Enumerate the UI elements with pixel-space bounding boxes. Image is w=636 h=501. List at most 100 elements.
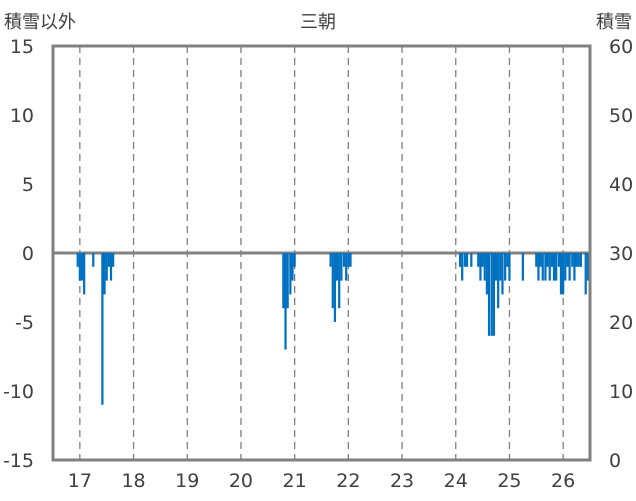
bar [492, 253, 495, 336]
bar [571, 253, 574, 267]
bar [284, 253, 287, 350]
bar [544, 253, 547, 281]
bar [293, 253, 296, 267]
bar [463, 253, 466, 267]
bars [76, 253, 589, 405]
bar [559, 253, 563, 295]
y-tick-label-right: 60 [609, 36, 633, 58]
x-tick-label: 18 [121, 470, 145, 492]
bar [504, 253, 507, 281]
x-tick-label: 24 [444, 470, 468, 492]
bar [76, 253, 79, 267]
bar [289, 253, 292, 295]
bar [470, 253, 473, 267]
bar [548, 253, 551, 281]
y-tick-label-left: -15 [3, 450, 34, 472]
bar [497, 253, 500, 309]
y-tick-label-left: -5 [15, 312, 34, 334]
y-axis-label-right: 積雪 [596, 12, 632, 33]
x-tick-label: 17 [68, 470, 92, 492]
bar [333, 253, 337, 322]
bar [338, 253, 341, 309]
bar [577, 253, 580, 267]
bar [291, 253, 294, 281]
y-tick-label-left: 5 [22, 174, 34, 196]
bar [112, 253, 115, 267]
bar [499, 253, 502, 281]
bar [557, 253, 560, 267]
y-tick-label-right: 20 [609, 312, 633, 334]
bar [575, 253, 578, 267]
bar [340, 253, 343, 281]
bar [546, 253, 549, 267]
bar [286, 253, 289, 309]
bar [521, 253, 524, 281]
bar [331, 253, 334, 309]
y-tick-label-left: -10 [3, 381, 34, 403]
x-tick-label: 19 [175, 470, 199, 492]
bar [347, 253, 350, 267]
x-tick-label: 23 [390, 470, 414, 492]
bar [562, 253, 565, 295]
x-tick-label: 26 [551, 470, 575, 492]
bar [465, 253, 469, 267]
bar [568, 253, 571, 281]
bar [80, 253, 84, 281]
bar [508, 253, 511, 281]
y-tick-label-right: 30 [609, 243, 633, 265]
bar [573, 253, 576, 281]
bar [107, 253, 110, 267]
bar [539, 253, 542, 267]
y-tick-label-left: 0 [22, 243, 34, 265]
bar [345, 253, 348, 281]
bar [501, 253, 504, 295]
x-tick-label: 21 [283, 470, 307, 492]
bar [335, 253, 339, 281]
bar [584, 253, 587, 295]
x-tick-label: 20 [229, 470, 253, 492]
bar [92, 253, 95, 267]
y-tick-label-right: 40 [609, 174, 633, 196]
bar [506, 253, 509, 267]
bar [483, 253, 486, 281]
bar [490, 253, 493, 336]
bar [487, 253, 491, 336]
bar [579, 253, 582, 267]
y-tick-label-right: 10 [609, 381, 633, 403]
x-axis: 17 18 19 20 21 22 23 24 25 26 [68, 470, 575, 492]
y-tick-label-left: 15 [10, 36, 34, 58]
x-tick-label: 25 [497, 470, 521, 492]
bar [555, 253, 558, 281]
y-axis-left: 15 10 5 0 -5 -10 -15 [3, 36, 34, 472]
bar [494, 253, 498, 281]
bar [564, 253, 567, 281]
bar [461, 253, 464, 281]
bar [105, 253, 108, 281]
bar [103, 253, 106, 295]
bar [101, 253, 104, 405]
y-axis-label-left: 積雪以外 [4, 12, 76, 33]
bar [349, 253, 352, 267]
y-tick-label-right: 50 [609, 105, 633, 127]
bar [282, 253, 285, 309]
bar [329, 253, 332, 267]
bar [109, 253, 113, 281]
bar [537, 253, 540, 281]
y-tick-label-left: 10 [10, 105, 34, 127]
bar [586, 253, 589, 281]
x-tick-label: 22 [336, 470, 360, 492]
bar [566, 253, 569, 267]
bar [485, 253, 489, 295]
bar [535, 253, 538, 267]
bar [83, 253, 86, 295]
bar [78, 253, 81, 281]
chart-title: 三朝 [300, 12, 336, 33]
y-tick-label-right: 0 [609, 450, 621, 472]
bar [342, 253, 346, 267]
plot-frame [51, 44, 592, 462]
bar [477, 253, 480, 267]
bar [552, 253, 556, 281]
bar [458, 253, 462, 267]
bar [479, 253, 482, 281]
